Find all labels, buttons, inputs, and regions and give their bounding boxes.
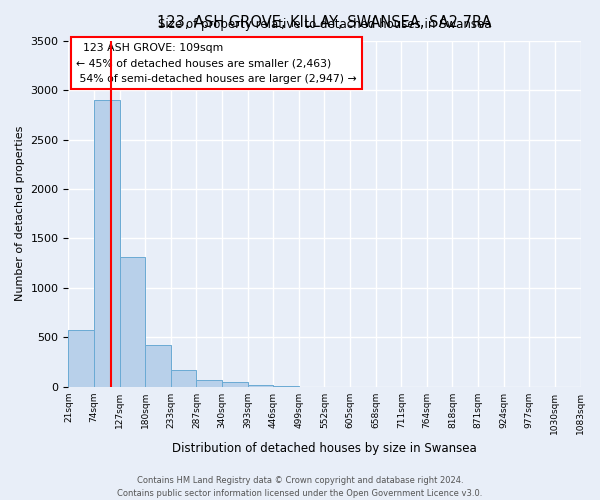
- Bar: [171, 370, 196, 386]
- Bar: [119, 258, 145, 386]
- Title: 123, ASH GROVE, KILLAY, SWANSEA, SA2 7RA: 123, ASH GROVE, KILLAY, SWANSEA, SA2 7RA: [157, 15, 492, 30]
- Bar: [145, 345, 171, 387]
- Text: Size of property relative to detached houses in Swansea: Size of property relative to detached ho…: [158, 18, 491, 30]
- Bar: [248, 385, 273, 386]
- Text: Contains HM Land Registry data © Crown copyright and database right 2024.
Contai: Contains HM Land Registry data © Crown c…: [118, 476, 482, 498]
- Bar: [94, 100, 119, 386]
- Text: 123 ASH GROVE: 109sqm
← 45% of detached houses are smaller (2,463)
 54% of semi-: 123 ASH GROVE: 109sqm ← 45% of detached …: [76, 42, 357, 84]
- Y-axis label: Number of detached properties: Number of detached properties: [15, 126, 25, 302]
- Bar: [68, 330, 94, 386]
- Bar: [222, 382, 248, 386]
- Bar: [196, 380, 222, 386]
- X-axis label: Distribution of detached houses by size in Swansea: Distribution of detached houses by size …: [172, 442, 477, 455]
